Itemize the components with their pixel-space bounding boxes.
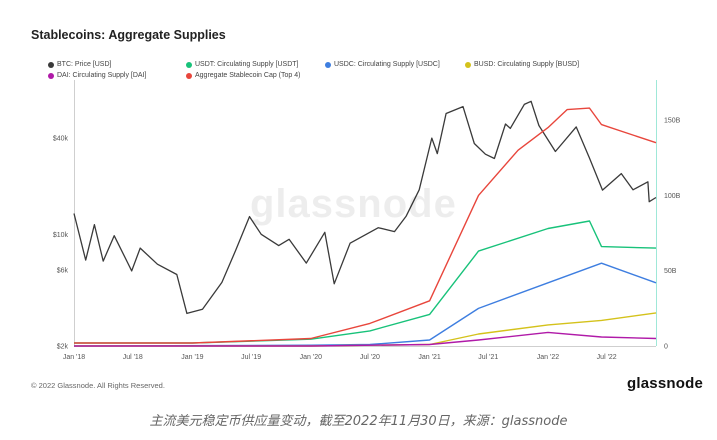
- series-line-dai: [74, 331, 657, 347]
- legend-swatch: [48, 72, 54, 79]
- copyright-text: © 2022 Glassnode. All Rights Reserved.: [31, 381, 165, 390]
- y-right-tick-label: 150B: [664, 118, 681, 125]
- legend-label: Aggregate Stablecoin Cap (Top 4): [195, 72, 301, 79]
- y-right-tick-label: 50B: [664, 268, 677, 275]
- legend-label: USDC: Circulating Supply [USDC]: [334, 61, 440, 68]
- chart-card: Jan '18 Jul '18 Jan '19 Jul '19 Jan '20 Jul '…: [31, 28, 703, 392]
- y-left-tick-label: $6k: [57, 267, 69, 274]
- legend-item-usdt[interactable]: USDT: Circulating Supply [USDT]: [186, 61, 298, 68]
- x-tick-label: Jul '19: [241, 354, 261, 361]
- x-tick-label: Jan '20: [300, 354, 322, 361]
- figure-caption: 主流美元稳定币供应量变动，截至2022年11月30日，来源：glassnode: [149, 414, 568, 429]
- x-tick-label: Jan '21: [418, 354, 440, 361]
- legend-swatch: [186, 72, 192, 79]
- legend-label: BUSD: Circulating Supply [BUSD]: [474, 61, 580, 68]
- y-right-tick-label: 100B: [664, 193, 681, 200]
- legend-swatch: [48, 61, 54, 68]
- legend-item-dai[interactable]: DAI: Circulating Supply [DAI]: [48, 72, 146, 79]
- x-tick-label: Jan '22: [537, 354, 559, 361]
- x-tick-label: Jul '22: [597, 354, 617, 361]
- legend-swatch: [465, 61, 471, 68]
- x-tick-label: Jan '18: [63, 354, 85, 361]
- chart-legend: BTC: Price [USD] USDT: Circulating Suppl…: [48, 61, 688, 87]
- y-left-tick-label: $40k: [53, 136, 69, 143]
- legend-item-busd[interactable]: BUSD: Circulating Supply [BUSD]: [465, 61, 579, 68]
- series-line-aggregate-stablecoin-cap-top-4-: [74, 107, 657, 344]
- legend-label: DAI: Circulating Supply [DAI]: [57, 72, 147, 79]
- series-line-usdc: [73, 262, 657, 347]
- chart-watermark: glassnode: [250, 182, 457, 226]
- legend-item-aggregate[interactable]: Aggregate Stablecoin Cap (Top 4): [186, 72, 300, 79]
- glassnode-logo: glassnode: [627, 375, 703, 392]
- legend-item-btc[interactable]: BTC: Price [USD]: [48, 61, 111, 68]
- y-left-tick-label: $10k: [53, 232, 69, 239]
- chart: Jan '18 Jul '18 Jan '19 Jul '19 Jan '20 Jul '…: [53, 80, 681, 361]
- series-line-busd: [74, 312, 657, 347]
- x-tick-label: Jan '19: [181, 354, 203, 361]
- chart-title: Stablecoins: Aggregate Supplies: [31, 28, 226, 42]
- legend-label: BTC: Price [USD]: [57, 61, 112, 68]
- legend-swatch: [186, 61, 192, 68]
- series-line-btc: [73, 100, 657, 315]
- legend-item-usdc[interactable]: USDC: Circulating Supply [USDC]: [325, 61, 440, 68]
- y-right-tick-label: 0: [664, 344, 668, 351]
- legend-label: USDT: Circulating Supply [USDT]: [195, 61, 299, 68]
- legend-swatch: [325, 61, 331, 68]
- x-tick-label: Jul '20: [360, 354, 380, 361]
- x-tick-label: Jul '18: [123, 354, 143, 361]
- x-tick-label: Jul '21: [478, 354, 498, 361]
- y-left-tick-label: $2k: [57, 344, 69, 351]
